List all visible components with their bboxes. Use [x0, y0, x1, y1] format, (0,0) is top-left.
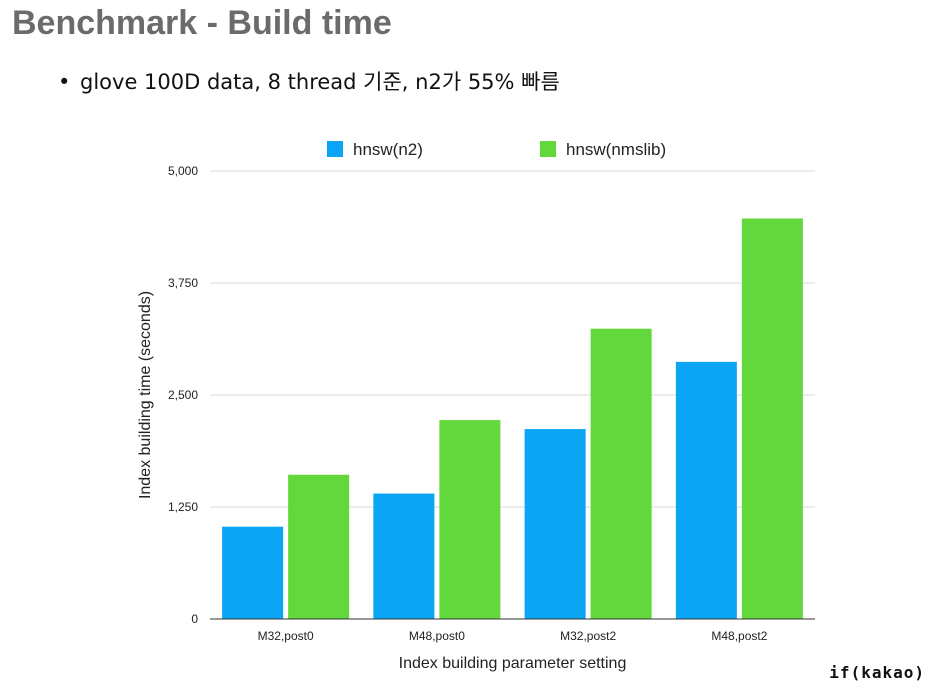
slide-title: Benchmark - Build time — [12, 4, 392, 42]
y-tick-label: 5,000 — [168, 164, 198, 178]
legend-label: hnsw(n2) — [353, 140, 423, 159]
y-axis-title: Index building time (seconds) — [137, 291, 154, 499]
bar — [524, 429, 586, 619]
x-tick-label: M48,post0 — [409, 629, 465, 643]
bar — [439, 420, 501, 619]
y-tick-label: 3,750 — [168, 276, 198, 290]
y-tick-label: 2,500 — [168, 388, 198, 402]
y-tick-label: 1,250 — [168, 500, 198, 514]
bar — [590, 328, 652, 619]
bullet-marker: • — [58, 70, 71, 94]
bar — [373, 493, 435, 619]
brand-logo: if(kakao) — [829, 663, 925, 682]
y-tick-label: 0 — [191, 612, 198, 626]
x-tick-label: M32,post0 — [258, 629, 314, 643]
bullet-text: glove 100D data, 8 thread 기준, n2가 55% 빠름 — [80, 70, 560, 94]
bar — [222, 526, 284, 619]
x-tick-label: M48,post2 — [711, 629, 767, 643]
bar — [741, 218, 803, 619]
legend-label: hnsw(nmslib) — [566, 140, 666, 159]
bar — [675, 361, 737, 619]
x-tick-label: M32,post2 — [560, 629, 616, 643]
legend-swatch — [327, 141, 343, 157]
legend-swatch — [540, 141, 556, 157]
x-axis-title: Index building parameter setting — [399, 655, 627, 672]
bullet-point: • glove 100D data, 8 thread 기준, n2가 55% 빠… — [58, 66, 560, 96]
bar — [288, 474, 350, 619]
